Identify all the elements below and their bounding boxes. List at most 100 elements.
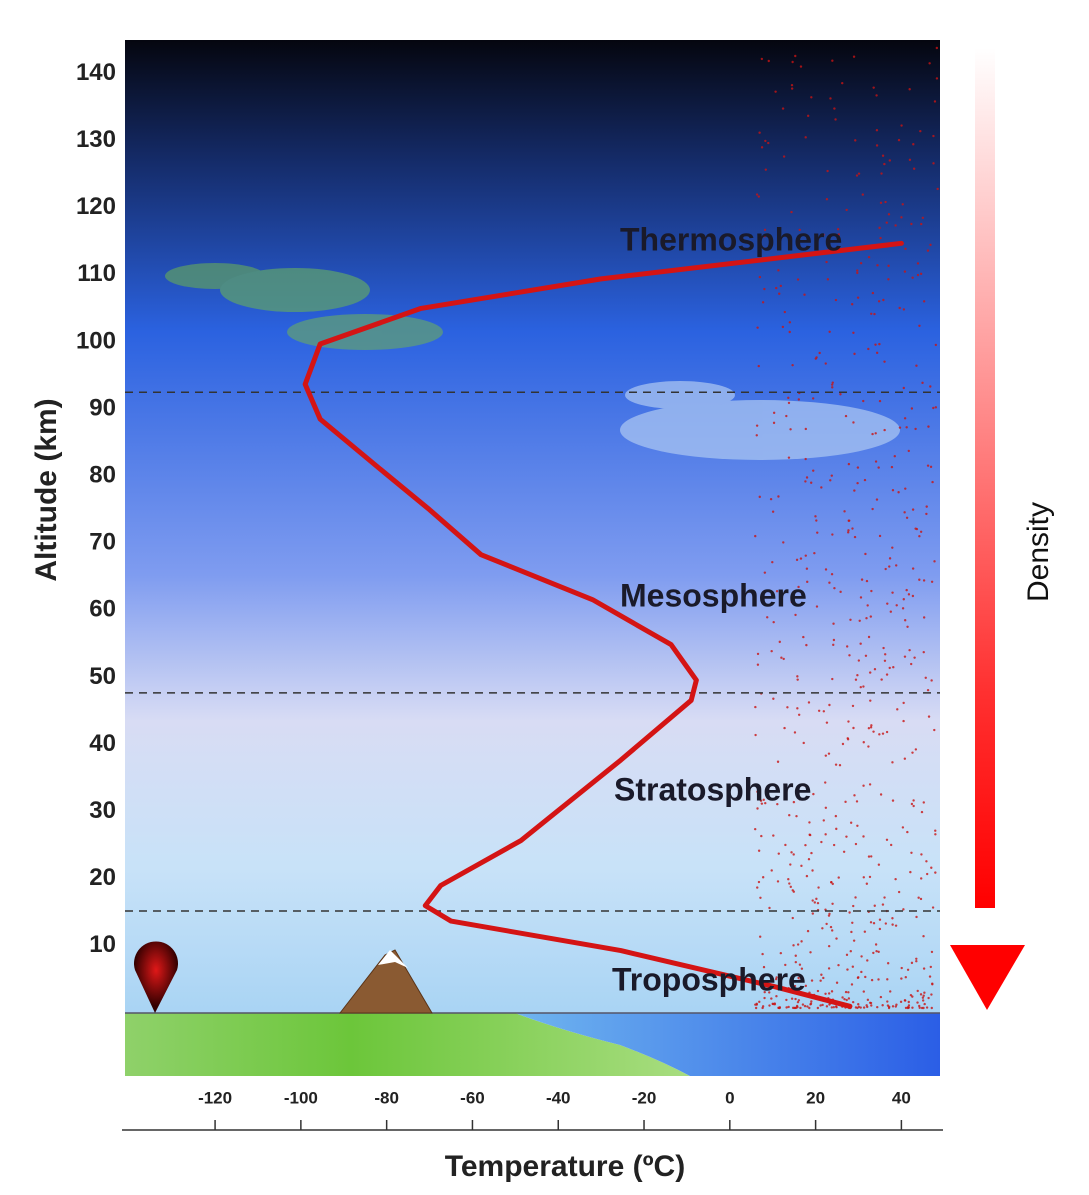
density-dot — [851, 303, 853, 305]
density-dot — [922, 997, 924, 999]
density-dot — [930, 993, 932, 995]
density-dot — [864, 976, 866, 978]
density-dot — [894, 455, 896, 457]
density-dot — [872, 952, 874, 954]
density-dot — [828, 945, 830, 947]
density-dot — [825, 261, 827, 263]
density-dot — [886, 221, 888, 223]
layer-label: Stratosphere — [614, 771, 811, 807]
density-dot — [816, 531, 818, 533]
density-dot — [923, 801, 925, 803]
density-dot — [789, 321, 791, 323]
density-dot — [879, 237, 881, 239]
density-dot — [886, 731, 888, 733]
density-dot — [851, 527, 853, 529]
density-dot — [926, 873, 928, 875]
density-dot — [804, 1005, 806, 1007]
density-dot — [837, 964, 839, 966]
density-dot — [917, 262, 919, 264]
density-dot — [887, 278, 889, 280]
density-dot — [932, 407, 934, 409]
density-dot — [825, 568, 827, 570]
density-dot — [911, 407, 913, 409]
density-dot — [804, 136, 806, 138]
density-dot — [862, 835, 864, 837]
chart: Altitude (km) Temperature (ºC) Density 1… — [0, 0, 1089, 1195]
density-dot — [790, 851, 792, 853]
density-dot — [926, 505, 928, 507]
density-dot — [808, 821, 810, 823]
density-dot — [931, 481, 933, 483]
density-dot — [925, 677, 927, 679]
density-dot — [882, 647, 884, 649]
density-dot — [765, 168, 767, 170]
density-dot — [872, 292, 874, 294]
x-tick-label: -80 — [374, 1088, 399, 1107]
density-dot — [828, 752, 830, 754]
density-dot — [851, 922, 853, 924]
density-dot — [854, 896, 856, 898]
y-tick-label: 30 — [89, 797, 116, 824]
density-dot — [791, 87, 793, 89]
density-dot — [913, 656, 915, 658]
density-dot — [818, 352, 820, 354]
density-dot — [860, 262, 862, 264]
density-dot — [886, 839, 888, 841]
density-dot — [869, 876, 871, 878]
density-dot — [757, 653, 759, 655]
density-dot — [921, 1007, 923, 1009]
density-dot — [904, 619, 906, 621]
density-dot — [833, 844, 835, 846]
density-dot — [929, 244, 931, 246]
density-dot — [814, 901, 816, 903]
density-dot — [904, 417, 906, 419]
density-dot — [858, 659, 860, 661]
density-dot — [787, 878, 789, 880]
density-dot — [835, 828, 837, 830]
density-dot — [756, 424, 758, 426]
density-dot — [908, 88, 910, 90]
density-dot — [889, 159, 891, 161]
density-dot — [828, 582, 830, 584]
density-dot — [792, 853, 794, 855]
density-dot — [882, 155, 884, 157]
density-dot — [820, 974, 822, 976]
density-dot — [771, 869, 773, 871]
density-dot — [760, 835, 762, 837]
density-dot — [881, 1004, 883, 1006]
density-dot — [796, 675, 798, 677]
density-dot — [800, 940, 802, 942]
density-dot — [772, 621, 774, 623]
density-dot — [850, 950, 852, 952]
density-dot — [904, 999, 906, 1001]
density-dot — [908, 1001, 910, 1003]
density-dot — [889, 667, 891, 669]
density-dot — [775, 287, 777, 289]
density-dot — [886, 1000, 888, 1002]
density-dot — [829, 97, 831, 99]
density-dot — [930, 466, 932, 468]
density-dot — [772, 698, 774, 700]
density-dot — [853, 939, 855, 941]
density-dot — [843, 998, 845, 1000]
density-dot — [882, 299, 884, 301]
density-dot — [878, 343, 880, 345]
density-dot — [923, 967, 925, 969]
density-dot — [779, 641, 781, 643]
density-dot — [771, 561, 773, 563]
density-dot — [906, 517, 908, 519]
density-dot — [883, 360, 885, 362]
density-dot — [886, 673, 888, 675]
density-dot — [770, 650, 772, 652]
density-dot — [869, 783, 871, 785]
density-dot — [808, 701, 810, 703]
density-dot — [831, 386, 833, 388]
density-dot — [823, 819, 825, 821]
density-dot — [862, 193, 864, 195]
density-dot — [833, 639, 835, 641]
density-dot — [761, 953, 763, 955]
density-dot — [870, 313, 872, 315]
density-dot — [880, 793, 882, 795]
y-tick-label: 130 — [76, 126, 116, 153]
density-dot — [791, 998, 793, 1000]
